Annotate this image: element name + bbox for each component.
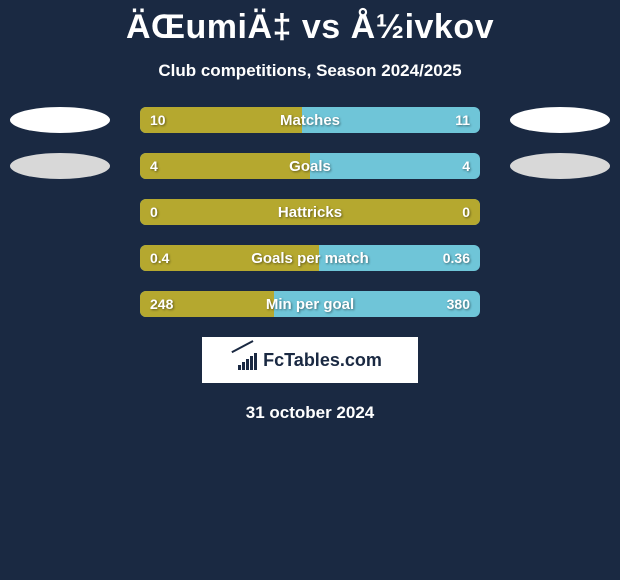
date-text: 31 october 2024: [0, 403, 620, 423]
comparison-row: Min per goal248 380: [0, 291, 620, 317]
page-title: ÄŒumiÄ‡ vs Å½ivkov: [0, 8, 620, 47]
bar-value-right: 0: [462, 199, 470, 225]
comparison-row: Matches10 11: [0, 107, 620, 133]
logo-chart-icon: [238, 350, 260, 370]
bar-track: Goals per match0.4 0.36: [140, 245, 480, 271]
comparison-row: Goals4 4: [0, 153, 620, 179]
logo-box: FcTables.com: [202, 337, 418, 383]
bar-value-right: 380: [447, 291, 470, 317]
ellipse-left: [10, 107, 110, 133]
bar-value-right: 11: [455, 107, 470, 133]
bar-value-right: 0.36: [443, 245, 470, 271]
bar-value-left: 10: [150, 107, 166, 133]
bar-track: Hattricks0 0: [140, 199, 480, 225]
bar-value-left: 248: [150, 291, 173, 317]
ellipse-right: [510, 153, 610, 179]
bar-track: Min per goal248 380: [140, 291, 480, 317]
main-container: ÄŒumiÄ‡ vs Å½ivkov Club competitions, Se…: [0, 0, 620, 423]
bar-value-left: 0.4: [150, 245, 169, 271]
comparison-row: Goals per match0.4 0.36: [0, 245, 620, 271]
bar-label: Goals per match: [140, 245, 480, 271]
logo-text: FcTables.com: [263, 350, 382, 371]
bar-track: Goals4 4: [140, 153, 480, 179]
ellipse-left: [10, 153, 110, 179]
bar-value-right: 4: [462, 153, 470, 179]
bar-label: Hattricks: [140, 199, 480, 225]
bar-value-left: 0: [150, 199, 158, 225]
ellipse-right: [510, 107, 610, 133]
bar-value-left: 4: [150, 153, 158, 179]
comparison-rows: Matches10 11 Goals4 4 Hattricks0 0 Goals per m…: [0, 107, 620, 317]
page-subtitle: Club competitions, Season 2024/2025: [0, 61, 620, 81]
comparison-row: Hattricks0 0: [0, 199, 620, 225]
bar-label: Min per goal: [140, 291, 480, 317]
bar-track: Matches10 11: [140, 107, 480, 133]
bar-label: Goals: [140, 153, 480, 179]
bar-label: Matches: [140, 107, 480, 133]
